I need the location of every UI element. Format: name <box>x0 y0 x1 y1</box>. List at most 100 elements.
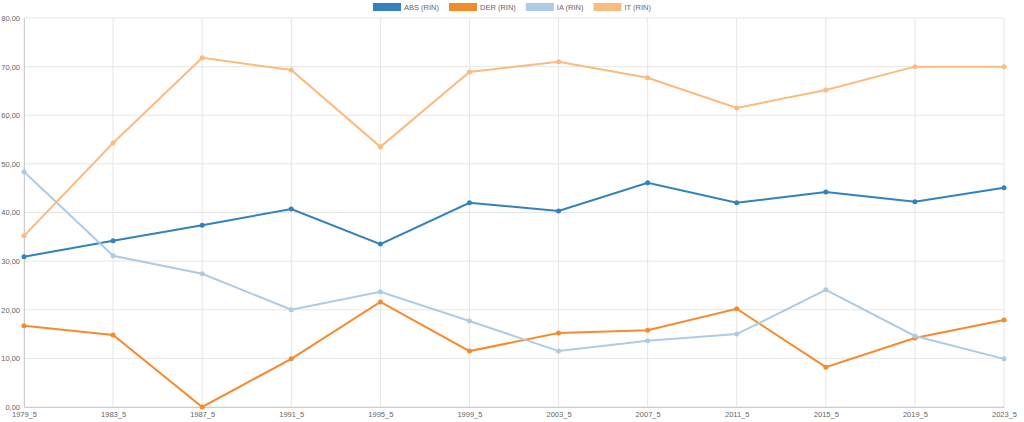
grid-line <box>113 18 114 407</box>
tick-label: 20,00 <box>1 306 20 315</box>
tick: 2023_5 <box>992 407 1017 419</box>
grid-line <box>24 309 1004 310</box>
series-line <box>24 58 1004 236</box>
tick: 2007_5 <box>636 407 661 419</box>
tick: 1979_5 <box>12 407 37 419</box>
marker-circle <box>289 68 294 73</box>
grid-line <box>1004 18 1005 407</box>
series-line <box>24 172 1004 359</box>
marker-circle <box>22 254 27 259</box>
marker-circle <box>22 323 27 328</box>
tick-label: 1995_5 <box>368 410 393 419</box>
legend-label: ABS (RIN) <box>404 3 440 12</box>
tick: 70,00 <box>1 63 24 72</box>
grid-line <box>24 212 1004 213</box>
tick-label: 2007_5 <box>636 410 661 419</box>
x-axis: 1979_51983_51987_51991_51995_51999_52003… <box>12 407 1017 419</box>
grid <box>24 18 1004 407</box>
marker-circle <box>111 140 116 145</box>
grid-line <box>291 18 292 407</box>
tick: 80,00 <box>1 14 24 23</box>
marker-circle <box>289 307 294 312</box>
marker-circle <box>1002 64 1007 69</box>
tick-label: 40,00 <box>1 208 20 217</box>
series-line <box>24 183 1004 257</box>
marker-circle <box>1002 185 1007 190</box>
chart: 0,0010,0020,0030,0040,0050,0060,0070,008… <box>0 0 1024 422</box>
series <box>22 55 1007 238</box>
marker-circle <box>22 233 27 238</box>
marker-circle <box>556 331 561 336</box>
marker-circle <box>556 59 561 64</box>
grid-line <box>736 18 737 407</box>
tick: 1995_5 <box>368 407 393 419</box>
marker-circle <box>645 328 650 333</box>
tick: 30,00 <box>1 257 24 266</box>
grid-line <box>380 18 381 407</box>
tick: 60,00 <box>1 111 24 120</box>
axis-line <box>24 19 25 408</box>
tick: 2019_5 <box>903 407 928 419</box>
tick-label: 2019_5 <box>903 410 928 419</box>
grid-line <box>24 358 1004 359</box>
marker-circle <box>823 87 828 92</box>
tick: 1999_5 <box>457 407 482 419</box>
legend-swatch <box>526 3 554 11</box>
marker-circle <box>378 289 383 294</box>
tick-label: 1999_5 <box>457 410 482 419</box>
tick-label: 2003_5 <box>547 410 572 419</box>
marker-circle <box>1002 317 1007 322</box>
marker-circle <box>1002 356 1007 361</box>
marker-circle <box>556 349 561 354</box>
plot-area <box>22 55 1007 409</box>
tick: 1991_5 <box>279 407 304 419</box>
tick: 2003_5 <box>547 407 572 419</box>
grid-line <box>24 163 1004 164</box>
legend-item: DER (RIN) <box>449 3 516 12</box>
marker-circle <box>645 180 650 185</box>
marker-circle <box>912 64 917 69</box>
tick-label: 50,00 <box>1 160 20 169</box>
marker-circle <box>200 405 205 410</box>
marker-circle <box>111 238 116 243</box>
tick-label: 70,00 <box>1 63 20 72</box>
legend-label: IT (RIN) <box>625 3 652 12</box>
marker-circle <box>200 55 205 60</box>
grid-line <box>24 18 1004 19</box>
series <box>22 169 1007 361</box>
marker-circle <box>22 169 27 174</box>
tick-label: 2011_5 <box>725 410 749 419</box>
tick-label: 80,00 <box>1 14 20 23</box>
grid-line <box>24 261 1004 262</box>
marker-circle <box>467 69 472 74</box>
tick-label: 1979_5 <box>12 410 37 419</box>
marker-circle <box>734 105 739 110</box>
tick-label: 2023_5 <box>992 410 1017 419</box>
tick-label: 1991_5 <box>279 410 304 419</box>
grid-line <box>24 407 1004 408</box>
legend-swatch <box>594 3 622 11</box>
tick: 10,00 <box>1 354 24 363</box>
series <box>22 299 1007 409</box>
grid-line <box>24 18 25 407</box>
tick: 1983_5 <box>101 407 126 419</box>
tick: 20,00 <box>1 306 24 315</box>
legend-item: IT (RIN) <box>594 3 652 12</box>
marker-circle <box>645 338 650 343</box>
marker-circle <box>556 209 561 214</box>
tick-label: 30,00 <box>1 257 20 266</box>
tick-label: 2015_5 <box>814 410 839 419</box>
marker-circle <box>200 271 205 276</box>
tick-label: 10,00 <box>1 354 20 363</box>
marker-circle <box>111 333 116 338</box>
marker-circle <box>823 287 828 292</box>
marker-circle <box>467 200 472 205</box>
tick-label: 60,00 <box>1 111 20 120</box>
tick-label: 1983_5 <box>101 410 126 419</box>
marker-circle <box>200 223 205 228</box>
tick: 50,00 <box>1 160 24 169</box>
tick: 2011_5 <box>725 407 749 419</box>
marker-circle <box>645 75 650 80</box>
marker-circle <box>912 334 917 339</box>
tick: 2015_5 <box>814 407 839 419</box>
